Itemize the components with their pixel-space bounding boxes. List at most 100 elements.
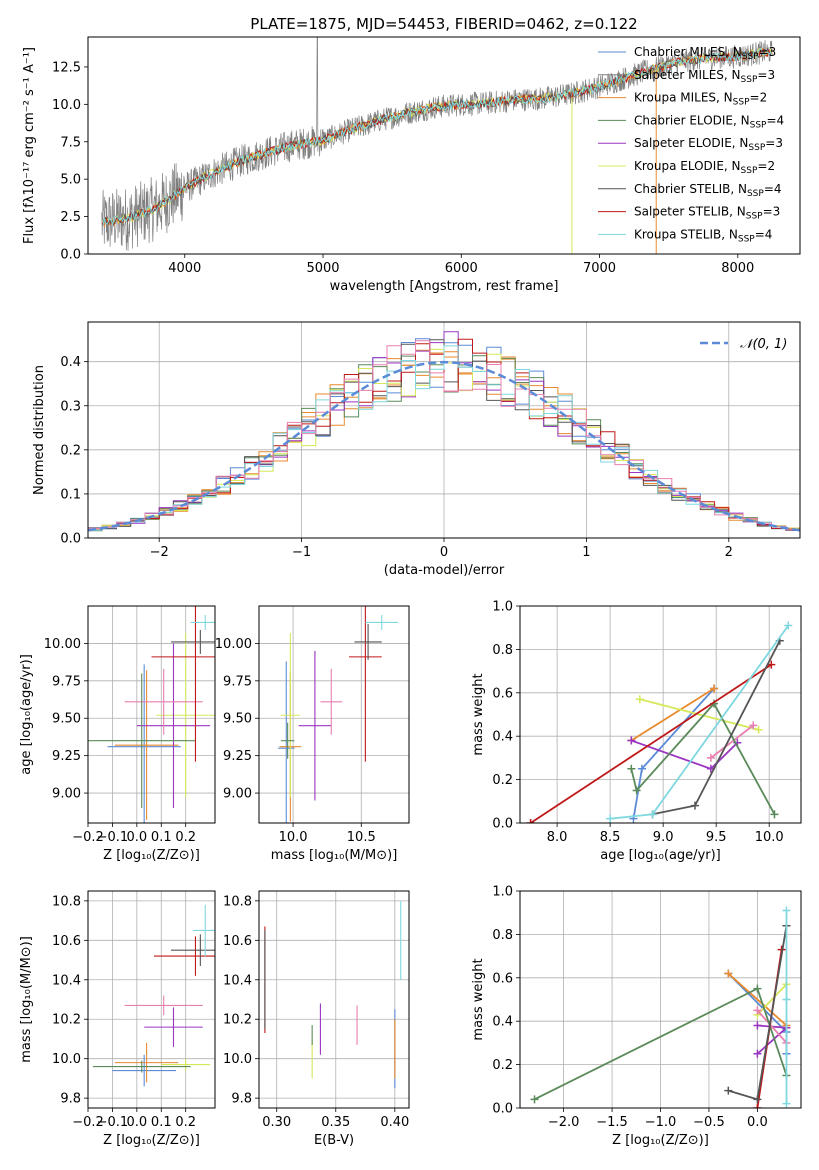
mass-weight-marker [753, 984, 762, 993]
mass-weight-marker [627, 764, 636, 773]
x-tick-label: 8.0 [547, 830, 568, 845]
y-tick-label: 2.5 [60, 210, 81, 225]
mass-weight-marker [530, 1095, 539, 1104]
y-tick-label: 0.3 [60, 399, 81, 414]
legend-subscript: SSP [747, 189, 764, 199]
mass-weight-line [530, 663, 772, 823]
mass-weight-marker [753, 1006, 762, 1015]
mass-weight-marker [782, 995, 791, 1004]
figure-title: PLATE=1875, MJD=54453, FIBERID=0462, z=0… [250, 15, 637, 33]
y-axis-label: age [log₁₀(age/yr)] [19, 654, 34, 775]
legend-label: Salpeter ELODIE, NSSP=3 [634, 136, 783, 153]
y-tick-label: 1.0 [492, 885, 513, 900]
x-tick-label: 2 [725, 545, 733, 560]
x-tick-label: −1.5 [596, 1115, 628, 1130]
x-tick-label: 9.0 [653, 830, 674, 845]
mass-weight-line [639, 698, 759, 731]
x-tick-label: 0.0 [747, 1115, 768, 1130]
x-axis-label: Z [log₁₀(Z/Z⊙)] [103, 1133, 200, 1148]
axes-frame [87, 605, 216, 824]
mass-weight-marker [724, 1086, 733, 1095]
mass-weight-marker [784, 621, 793, 630]
legend-suffix: =3 [763, 205, 781, 219]
x-tick-label: 0.30 [262, 1115, 291, 1130]
x-tick-label: −0.1 [97, 830, 129, 845]
plot-area [92, 904, 215, 1087]
x-tick-label: −2.0 [548, 1115, 580, 1130]
mass-weight-marker [606, 814, 615, 823]
y-tick-label: 9.25 [223, 749, 252, 764]
model-spectrum [102, 47, 773, 226]
model-spectrum [102, 47, 773, 226]
x-tick-label: 0.35 [321, 1115, 350, 1130]
x-axis-label: age [log₁₀(age/yr)] [600, 848, 721, 863]
y-tick-label: 0.8 [492, 928, 513, 943]
x-tick-label: 10.5 [347, 830, 376, 845]
mass-weight-marker [782, 1099, 791, 1108]
x-tick-label: 4000 [168, 261, 201, 276]
mass_vs_Z-panel: −0.2−0.10.0 0.1 0.2 9.8 10.0 10.2 10.4 10.6 10.8… [19, 890, 216, 1148]
legend-label: 𝒩(0, 1) [740, 337, 787, 352]
y-tick-label: 5.0 [60, 173, 81, 188]
y-tick-label: 0.2 [492, 773, 513, 788]
y-tick-label: 10.4 [52, 973, 81, 988]
x-axis-label: Z [log₁₀(Z/Z⊙)] [612, 1133, 709, 1148]
y-axis-label: mass [log₁₀(M/M⊙)] [19, 936, 34, 1063]
x-tick-label: 5000 [306, 261, 339, 276]
mass-weight-line [630, 687, 715, 742]
spectrum-panel: 4000 5000 6000 7000 8000 0.0 2.5 5.0 7.5 10.0 12.5… [22, 36, 801, 294]
legend-subscript: SSP [738, 234, 755, 244]
mass-weight-marker [770, 810, 779, 819]
y-tick-label: 10.6 [223, 934, 252, 949]
mass-weight-marker [753, 1049, 762, 1058]
x-tick-label: 10.0 [279, 830, 308, 845]
legend-label: Salpeter MILES, NSSP=3 [634, 68, 775, 85]
mass-weight-marker [637, 764, 646, 773]
mass-weight-marker [632, 786, 641, 795]
mass-weight-marker [767, 660, 776, 669]
legend-subscript: SSP [748, 143, 765, 153]
y-tick-label: 0.0 [60, 532, 81, 547]
x-tick-label: 1 [582, 545, 590, 560]
mass-weight-marker [753, 1021, 762, 1030]
mass-weight-marker [782, 906, 791, 915]
residual-histogram [88, 339, 800, 531]
x-tick-label: −1 [292, 545, 311, 560]
y-tick-label: 10.8 [52, 894, 81, 909]
axes-frame [519, 890, 802, 1109]
legend-suffix: =3 [757, 68, 775, 82]
x-tick-label: 0.2 [175, 830, 196, 845]
legend-label: Chabrier ELODIE, NSSP=4 [634, 113, 784, 130]
y-tick-label: 10.6 [52, 934, 81, 949]
x-axis-label: Z [log₁₀(Z/Z⊙)] [103, 848, 200, 863]
y-tick-label: 0.2 [60, 443, 81, 458]
plot-area [88, 331, 800, 532]
y-tick-label: 10.4 [223, 973, 252, 988]
mass_vs_EBV-panel: 0.30 0.35 0.40 9.8 10.0 10.2 10.4 10.6 10.8 E(B-V… [223, 890, 410, 1148]
legend-subscript: SSP [733, 98, 750, 108]
y-tick-label: 10.0 [223, 1052, 252, 1067]
y-tick-label: 0.0 [60, 248, 81, 263]
y-tick-label: 12.5 [52, 60, 81, 75]
y-tick-label: 10.2 [223, 1013, 252, 1028]
x-axis-label: E(B-V) [314, 1133, 354, 1148]
mass-weight-marker [635, 695, 644, 704]
legend-subscript: SSP [746, 212, 763, 222]
y-tick-label: 0.4 [492, 730, 513, 745]
mass-weight-line [756, 1009, 788, 1044]
mass-weight-marker [749, 721, 758, 730]
x-tick-label: 0.0 [127, 1115, 148, 1130]
mass-weight-marker [710, 684, 719, 693]
massweight_vs_age-panel: 8.0 8.5 9.0 9.5 10.0 0.0 0.2 0.4 0.6 0.8 1.0 age [l… [471, 600, 802, 863]
legend-label: Chabrier MILES, NSSP=3 [634, 45, 776, 62]
plot-area [101, 37, 773, 254]
legend-label: Kroupa STELIB, NSSP=4 [634, 227, 772, 244]
x-axis-label: mass [log₁₀(M/M⊙)] [271, 848, 398, 863]
plot-area [526, 621, 793, 823]
legend-suffix: =4 [766, 113, 784, 127]
x-tick-label: 8000 [721, 261, 754, 276]
y-axis-label: mass weight [471, 673, 486, 755]
legend-suffix: =2 [757, 159, 775, 173]
y-tick-label: 10.2 [52, 1013, 81, 1028]
y-tick-label: 10.00 [44, 637, 81, 652]
